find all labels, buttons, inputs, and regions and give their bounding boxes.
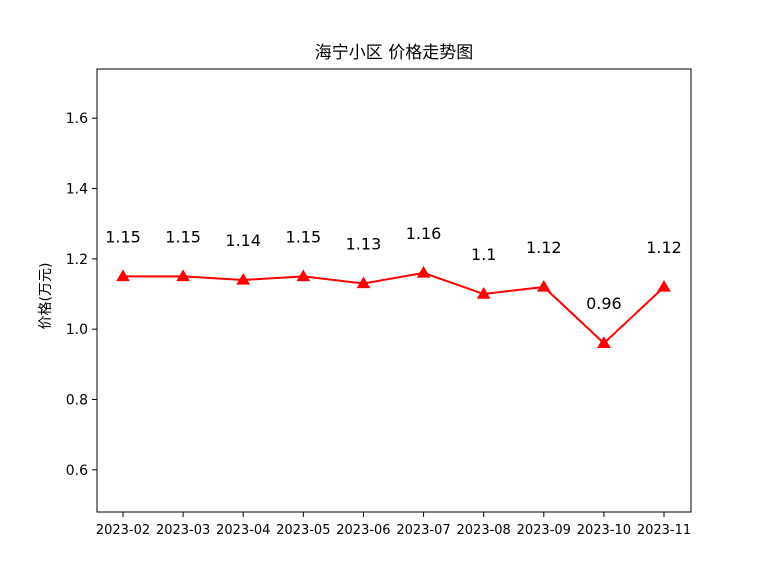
- data-label: 1.14: [225, 231, 261, 250]
- x-tick-label: 2023-06: [336, 523, 390, 538]
- x-tick-label: 2023-10: [577, 523, 631, 538]
- data-point-marker: [236, 272, 251, 285]
- data-point-marker: [296, 269, 311, 282]
- y-axis-label: 价格(万元): [38, 263, 54, 330]
- data-point-marker: [536, 279, 551, 292]
- x-tick-label: 2023-09: [517, 523, 571, 538]
- data-label: 1.13: [346, 234, 382, 253]
- data-label: 1.1: [471, 245, 496, 264]
- plot-area-frame: [96, 68, 692, 513]
- x-tick-label: 2023-03: [156, 523, 210, 538]
- chart-title: 海宁小区 价格走势图: [315, 43, 473, 63]
- x-axis: 2023-02 2023-03 2023-04 2023-05 2023-06 2023-…: [96, 512, 691, 538]
- y-axis: 0.6 0.8 1.0 1.2 1.4 1.6: [66, 111, 97, 479]
- y-tick-label: 1.6: [66, 111, 88, 127]
- data-point-marker: [416, 265, 431, 278]
- x-tick-label: 2023-02: [96, 523, 150, 538]
- data-point-marker: [476, 287, 491, 299]
- data-label: 1.12: [646, 238, 682, 257]
- series-layer: [116, 265, 671, 348]
- y-tick-label: 1.0: [66, 322, 88, 338]
- data-point-marker: [657, 279, 671, 292]
- x-tick-label: 2023-08: [457, 523, 511, 538]
- data-label: 0.96: [586, 294, 622, 313]
- data-point-marker: [176, 269, 190, 282]
- x-tick-label: 2023-04: [216, 523, 270, 538]
- data-labels-layer: 1.15 1.15 1.14 1.15 1.13 1.16 1.1 1.12 0.96 1.12: [105, 224, 682, 313]
- data-label: 1.15: [165, 227, 201, 246]
- data-point-marker: [116, 269, 130, 282]
- y-tick-label: 0.8: [66, 392, 88, 408]
- x-tick-label: 2023-05: [276, 523, 330, 538]
- data-label: 1.12: [526, 238, 562, 257]
- data-label: 1.16: [406, 224, 442, 243]
- x-tick-label: 2023-07: [396, 523, 450, 538]
- series-line: [123, 271, 665, 345]
- data-label: 1.15: [105, 227, 141, 246]
- y-tick-label: 0.6: [66, 463, 88, 479]
- data-point-marker: [597, 336, 611, 348]
- y-tick-label: 1.4: [66, 182, 88, 198]
- y-tick-label: 1.2: [66, 252, 88, 268]
- data-label: 1.15: [286, 227, 322, 246]
- data-point-marker: [356, 276, 371, 289]
- x-tick-label: 2023-11: [637, 523, 691, 538]
